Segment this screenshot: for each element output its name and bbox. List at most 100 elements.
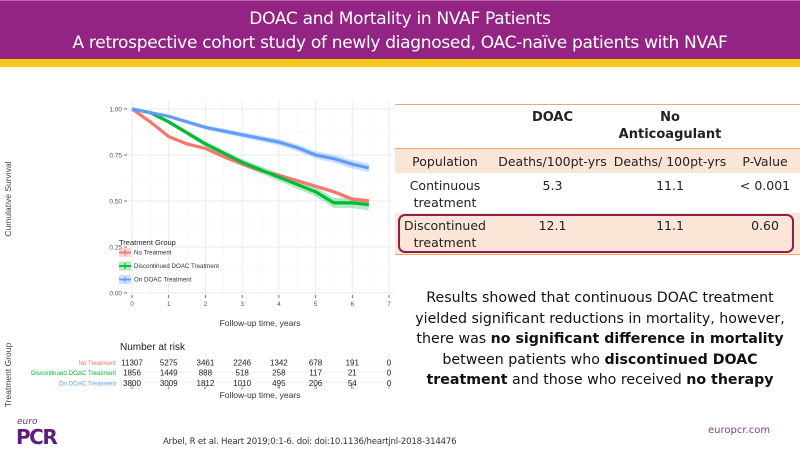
y-tick-label: 0.00 <box>109 291 122 298</box>
mortality-table: DOAC No Anticoagulant Population Deaths/… <box>395 104 800 255</box>
risk-count: 518 <box>235 369 249 378</box>
risk-x-tick-label: 2 <box>204 385 207 391</box>
summary-emphasis: no significant difference in mortality <box>490 331 784 347</box>
x-tick-label: 7 <box>387 301 391 308</box>
row-doac: 5.3 <box>542 178 563 193</box>
subheader-doac-deaths: Deaths/100pt-yrs <box>498 154 607 169</box>
risk-row-label: No Treatment <box>79 360 117 367</box>
risk-count: 678 <box>309 359 323 368</box>
risk-row-label: On DOAC Treatment <box>59 380 117 387</box>
header-doac: DOAC <box>531 110 574 125</box>
table-header-row: DOAC No Anticoagulant <box>395 104 800 148</box>
risk-count: 21 <box>348 369 357 378</box>
highlight-frame <box>398 214 794 253</box>
table-row-highlighted: Discontinued treatment 12.1 11.1 0.60 <box>395 213 800 255</box>
risk-count: 117 <box>309 369 322 378</box>
survival-chart: 0.00 0.25 0.50 0.75 1.00 0 1 2 3 4 5 6 7 Cumulative… <box>3 100 394 308</box>
risk-count: 191 <box>346 359 360 368</box>
citation: Arbel, R et al. Heart 2019;0:1-6. doi: d… <box>163 437 457 447</box>
survival-curves <box>131 107 370 207</box>
y-axis-ticks: 0.00 0.25 0.50 0.75 1.00 <box>109 107 127 298</box>
risk-x-tick-label: 6 <box>351 385 354 391</box>
row-p-value: < 0.001 <box>739 178 791 193</box>
x-axis-label: Follow-up time, years <box>220 318 301 328</box>
risk-count: 0 <box>387 369 392 378</box>
risk-count: 5275 <box>160 359 178 368</box>
summary-segment: between patients who <box>442 351 605 368</box>
table-row: Continuous treatment 5.3 11.1 < 0.001 <box>395 173 800 213</box>
summary-segment: and those who received <box>507 372 687 388</box>
x-tick-label: 0 <box>130 301 134 308</box>
risk-count: 495 <box>272 379 286 388</box>
confidence-band <box>132 109 369 173</box>
row-population: Continuous treatment <box>409 178 481 210</box>
row-p-value: 0.60 <box>751 218 779 233</box>
banner-accent-stripe <box>0 59 800 67</box>
row-population: Discontinued treatment <box>404 218 486 250</box>
website-link[interactable]: europcr.com <box>708 425 771 436</box>
row-no-anticoagulant: 11.1 <box>656 178 684 193</box>
risk-count: 11307 <box>121 359 143 368</box>
risk-row-label: Discontinued DOAC Treatment <box>31 370 116 377</box>
risk-table-y-label: Treatment Group <box>3 343 13 408</box>
risk-x-axis-label: Follow-up time, years <box>220 390 301 400</box>
y-tick-label: 0.25 <box>109 245 122 252</box>
risk-count: 1449 <box>160 369 178 378</box>
legend-label: On DOAC Treatment <box>134 277 192 284</box>
summary-emphasis: no therapy <box>686 372 774 388</box>
risk-rows: No Treatment 11307 5275 3461 2246 1342 678 191 0… <box>31 359 392 388</box>
header-blank-2 <box>730 105 800 148</box>
risk-count: 1342 <box>270 359 288 368</box>
y-tick-label: 0.50 <box>109 199 122 206</box>
y-tick-label: 1.00 <box>109 107 122 114</box>
risk-count: 888 <box>199 369 213 378</box>
summary-emphasis: discontinued DOAC treatment <box>426 351 758 389</box>
risk-count: 3461 <box>197 359 215 368</box>
slide-title: DOAC and Mortality in NVAF Patients <box>249 9 551 29</box>
y-axis-label: Cumulative Survival <box>3 161 13 236</box>
legend-label: Discontinued DOAC Treatment <box>134 263 219 270</box>
risk-x-tick-label: 1 <box>167 385 170 391</box>
x-tick-label: 4 <box>277 301 281 308</box>
risk-count: 1812 <box>197 379 215 388</box>
summary-segment: Results showed that continuous DOAC trea… <box>415 290 785 347</box>
x-axis-ticks: 0 1 2 3 4 5 6 7 <box>130 295 391 308</box>
subheader-population: Population <box>412 154 478 169</box>
row-doac: 12.1 <box>538 218 567 233</box>
risk-count: 3009 <box>160 379 178 388</box>
x-tick-label: 2 <box>204 301 208 308</box>
risk-x-tick-label: 0 <box>130 385 133 391</box>
risk-count: 54 <box>348 379 357 388</box>
x-tick-label: 1 <box>167 301 171 308</box>
risk-table: Follow-up time, years Number at risk Tre… <box>3 318 394 408</box>
legend-label: No Treatment <box>134 250 172 257</box>
header-blank <box>395 105 495 148</box>
chart-legend: Treatment Group No Treatment Discontinued … <box>119 238 219 284</box>
risk-x-ticks: 0 1 2 3 4 5 6 7 <box>130 385 390 391</box>
x-tick-label: 6 <box>350 301 354 308</box>
europcr-logo: PCR <box>16 425 58 449</box>
risk-count: 0 <box>387 359 392 368</box>
risk-table-title: Number at risk <box>120 342 186 353</box>
risk-x-tick-label: 3 <box>241 385 244 391</box>
europcr-logo-small: euro <box>17 417 38 427</box>
legend-title: Treatment Group <box>119 238 176 247</box>
x-tick-label: 5 <box>314 301 318 308</box>
subheader-noac-deaths: Deaths/ 100pt-yrs <box>613 154 727 169</box>
risk-x-tick-label: 7 <box>387 385 390 391</box>
x-tick-label: 3 <box>240 301 244 308</box>
title-banner: DOAC and Mortality in NVAF Patients A re… <box>0 0 800 59</box>
table-subheader-row: Population Deaths/100pt-yrs Deaths/ 100p… <box>395 148 800 173</box>
survival-curve <box>131 107 369 207</box>
risk-count: 1010 <box>233 379 251 388</box>
risk-count: 206 <box>309 379 323 388</box>
risk-x-tick-label: 4 <box>277 385 281 391</box>
y-tick-label: 0.75 <box>109 153 122 160</box>
risk-count: 2246 <box>233 359 251 368</box>
risk-count: 1856 <box>123 369 141 378</box>
risk-count: 258 <box>272 369 286 378</box>
survival-curve <box>131 107 370 170</box>
risk-grid <box>126 353 394 387</box>
risk-count: 3800 <box>123 379 141 388</box>
results-summary: Results showed that continuous DOAC trea… <box>405 288 795 391</box>
